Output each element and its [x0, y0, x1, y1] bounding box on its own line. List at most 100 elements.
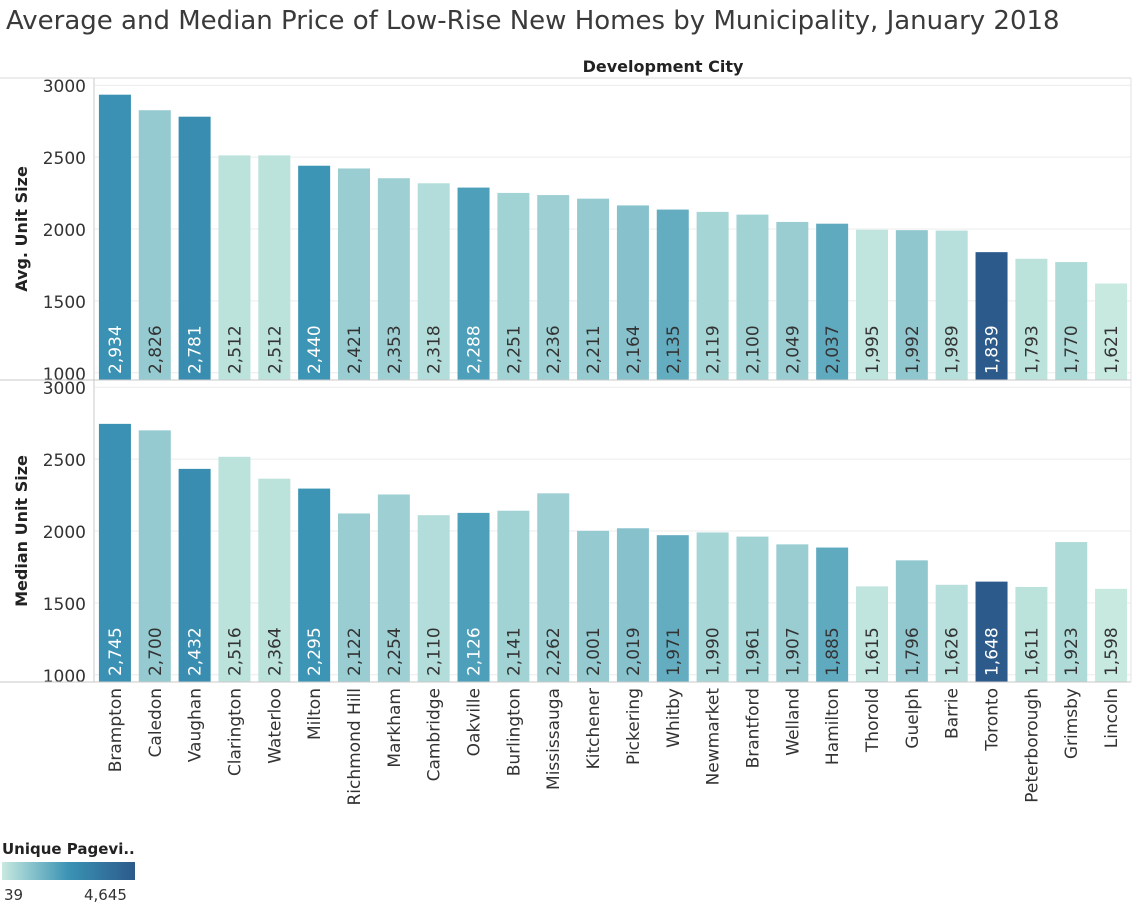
data-label: 1,961: [743, 627, 763, 676]
bar: [178, 116, 211, 381]
bar: [377, 494, 410, 682]
data-label: 2,745: [106, 627, 126, 676]
bar: [975, 252, 1008, 380]
y-tick-label: 1500: [43, 293, 86, 313]
data-label: 2,826: [146, 325, 166, 374]
bar: [138, 430, 171, 682]
bar: [218, 155, 251, 380]
data-label: 2,364: [265, 627, 285, 676]
bar: [577, 198, 610, 380]
data-label: 1,611: [1022, 627, 1042, 676]
bar: [537, 195, 570, 380]
data-label: 2,001: [584, 627, 604, 676]
data-label: 2,516: [225, 627, 245, 676]
x-category-label: Pickering: [624, 688, 644, 765]
data-label: 1,839: [983, 325, 1003, 374]
data-label: 2,251: [504, 325, 524, 374]
y-axis-title: Median Unit Size: [12, 455, 31, 607]
x-category-label: Peterborough: [1022, 688, 1042, 803]
column-header: Development City: [583, 57, 744, 76]
bar: [1095, 588, 1128, 682]
bar: [98, 94, 131, 380]
x-category-label: Caledon: [146, 688, 166, 757]
x-category-label: Oakville: [465, 688, 485, 756]
y-tick-label: 2500: [43, 149, 86, 169]
data-label: 2,110: [425, 627, 445, 676]
data-label: 2,164: [624, 325, 644, 374]
data-label: 2,781: [186, 325, 206, 374]
bar: [776, 221, 809, 380]
bar: [1015, 586, 1048, 682]
data-label: 1,923: [1062, 627, 1082, 676]
color-legend: Unique Pagevi.. 39 4,645: [0, 840, 150, 906]
data-label: 2,019: [624, 627, 644, 676]
bar: [1015, 258, 1048, 380]
bar: [298, 488, 331, 682]
data-label: 1,598: [1102, 627, 1122, 676]
legend-gradient-bar: [2, 862, 135, 880]
bar: [457, 512, 490, 682]
bar: [856, 229, 888, 380]
bar: [616, 528, 649, 682]
x-category-label: Newmarket: [704, 688, 724, 786]
x-category-label: Hamilton: [823, 688, 843, 765]
x-category-label: Whitby: [664, 688, 684, 748]
bar: [895, 230, 928, 380]
data-label: 1,971: [664, 627, 684, 676]
bar: [338, 168, 370, 380]
chart-title: Average and Median Price of Low-Rise New…: [6, 6, 1060, 36]
data-label: 1,907: [783, 627, 803, 676]
data-label: 1,793: [1022, 325, 1042, 374]
bar: [537, 493, 570, 682]
data-label: 2,037: [823, 325, 843, 374]
data-label: 2,421: [345, 325, 365, 374]
bar: [935, 230, 968, 380]
y-tick-label: 2000: [43, 221, 86, 241]
x-category-label: Richmond Hill: [345, 688, 365, 806]
data-label: 2,211: [584, 325, 604, 374]
data-label: 2,254: [385, 627, 405, 676]
bar: [417, 515, 450, 682]
bar: [377, 178, 410, 380]
data-label: 1,992: [903, 325, 923, 374]
x-category-label: Guelph: [903, 688, 923, 749]
bar: [656, 209, 689, 380]
data-label: 2,700: [146, 627, 166, 676]
legend-title: Unique Pagevi..: [2, 840, 135, 858]
data-label: 1,885: [823, 627, 843, 676]
legend-min-label: 39: [4, 886, 24, 904]
bar: [656, 535, 689, 682]
data-label: 2,122: [345, 627, 365, 676]
x-category-label: Clarington: [225, 688, 245, 776]
data-label: 2,100: [743, 325, 763, 374]
bar: [497, 192, 530, 380]
data-label: 2,353: [385, 325, 405, 374]
data-label: 2,512: [265, 325, 285, 374]
y-axis-title: Avg. Unit Size: [12, 166, 31, 292]
bar: [856, 586, 888, 682]
y-tick-label: 3000: [43, 77, 86, 97]
bar: [895, 560, 928, 682]
data-label: 2,126: [465, 627, 485, 676]
data-label: 2,512: [225, 325, 245, 374]
x-category-label: Markham: [385, 688, 405, 768]
data-label: 1,770: [1062, 325, 1082, 374]
data-label: 1,626: [943, 627, 963, 676]
x-category-label: Milton: [305, 688, 325, 740]
bar: [258, 155, 291, 380]
bar: [935, 584, 968, 682]
y-tick-label: 2000: [43, 523, 86, 543]
data-label: 2,236: [544, 325, 564, 374]
x-category-label: Kitchener: [584, 688, 604, 769]
y-tick-label: 2500: [43, 451, 86, 471]
y-tick-label: 1000: [43, 667, 86, 687]
bar: [457, 187, 490, 380]
bar: [218, 456, 251, 682]
bar: [975, 581, 1008, 682]
bar: [338, 513, 370, 682]
bar: [1055, 262, 1088, 380]
x-category-label: Welland: [783, 688, 803, 756]
x-category-label: Thorold: [863, 688, 883, 753]
bar: [616, 205, 649, 380]
y-tick-label: 3000: [43, 379, 86, 399]
